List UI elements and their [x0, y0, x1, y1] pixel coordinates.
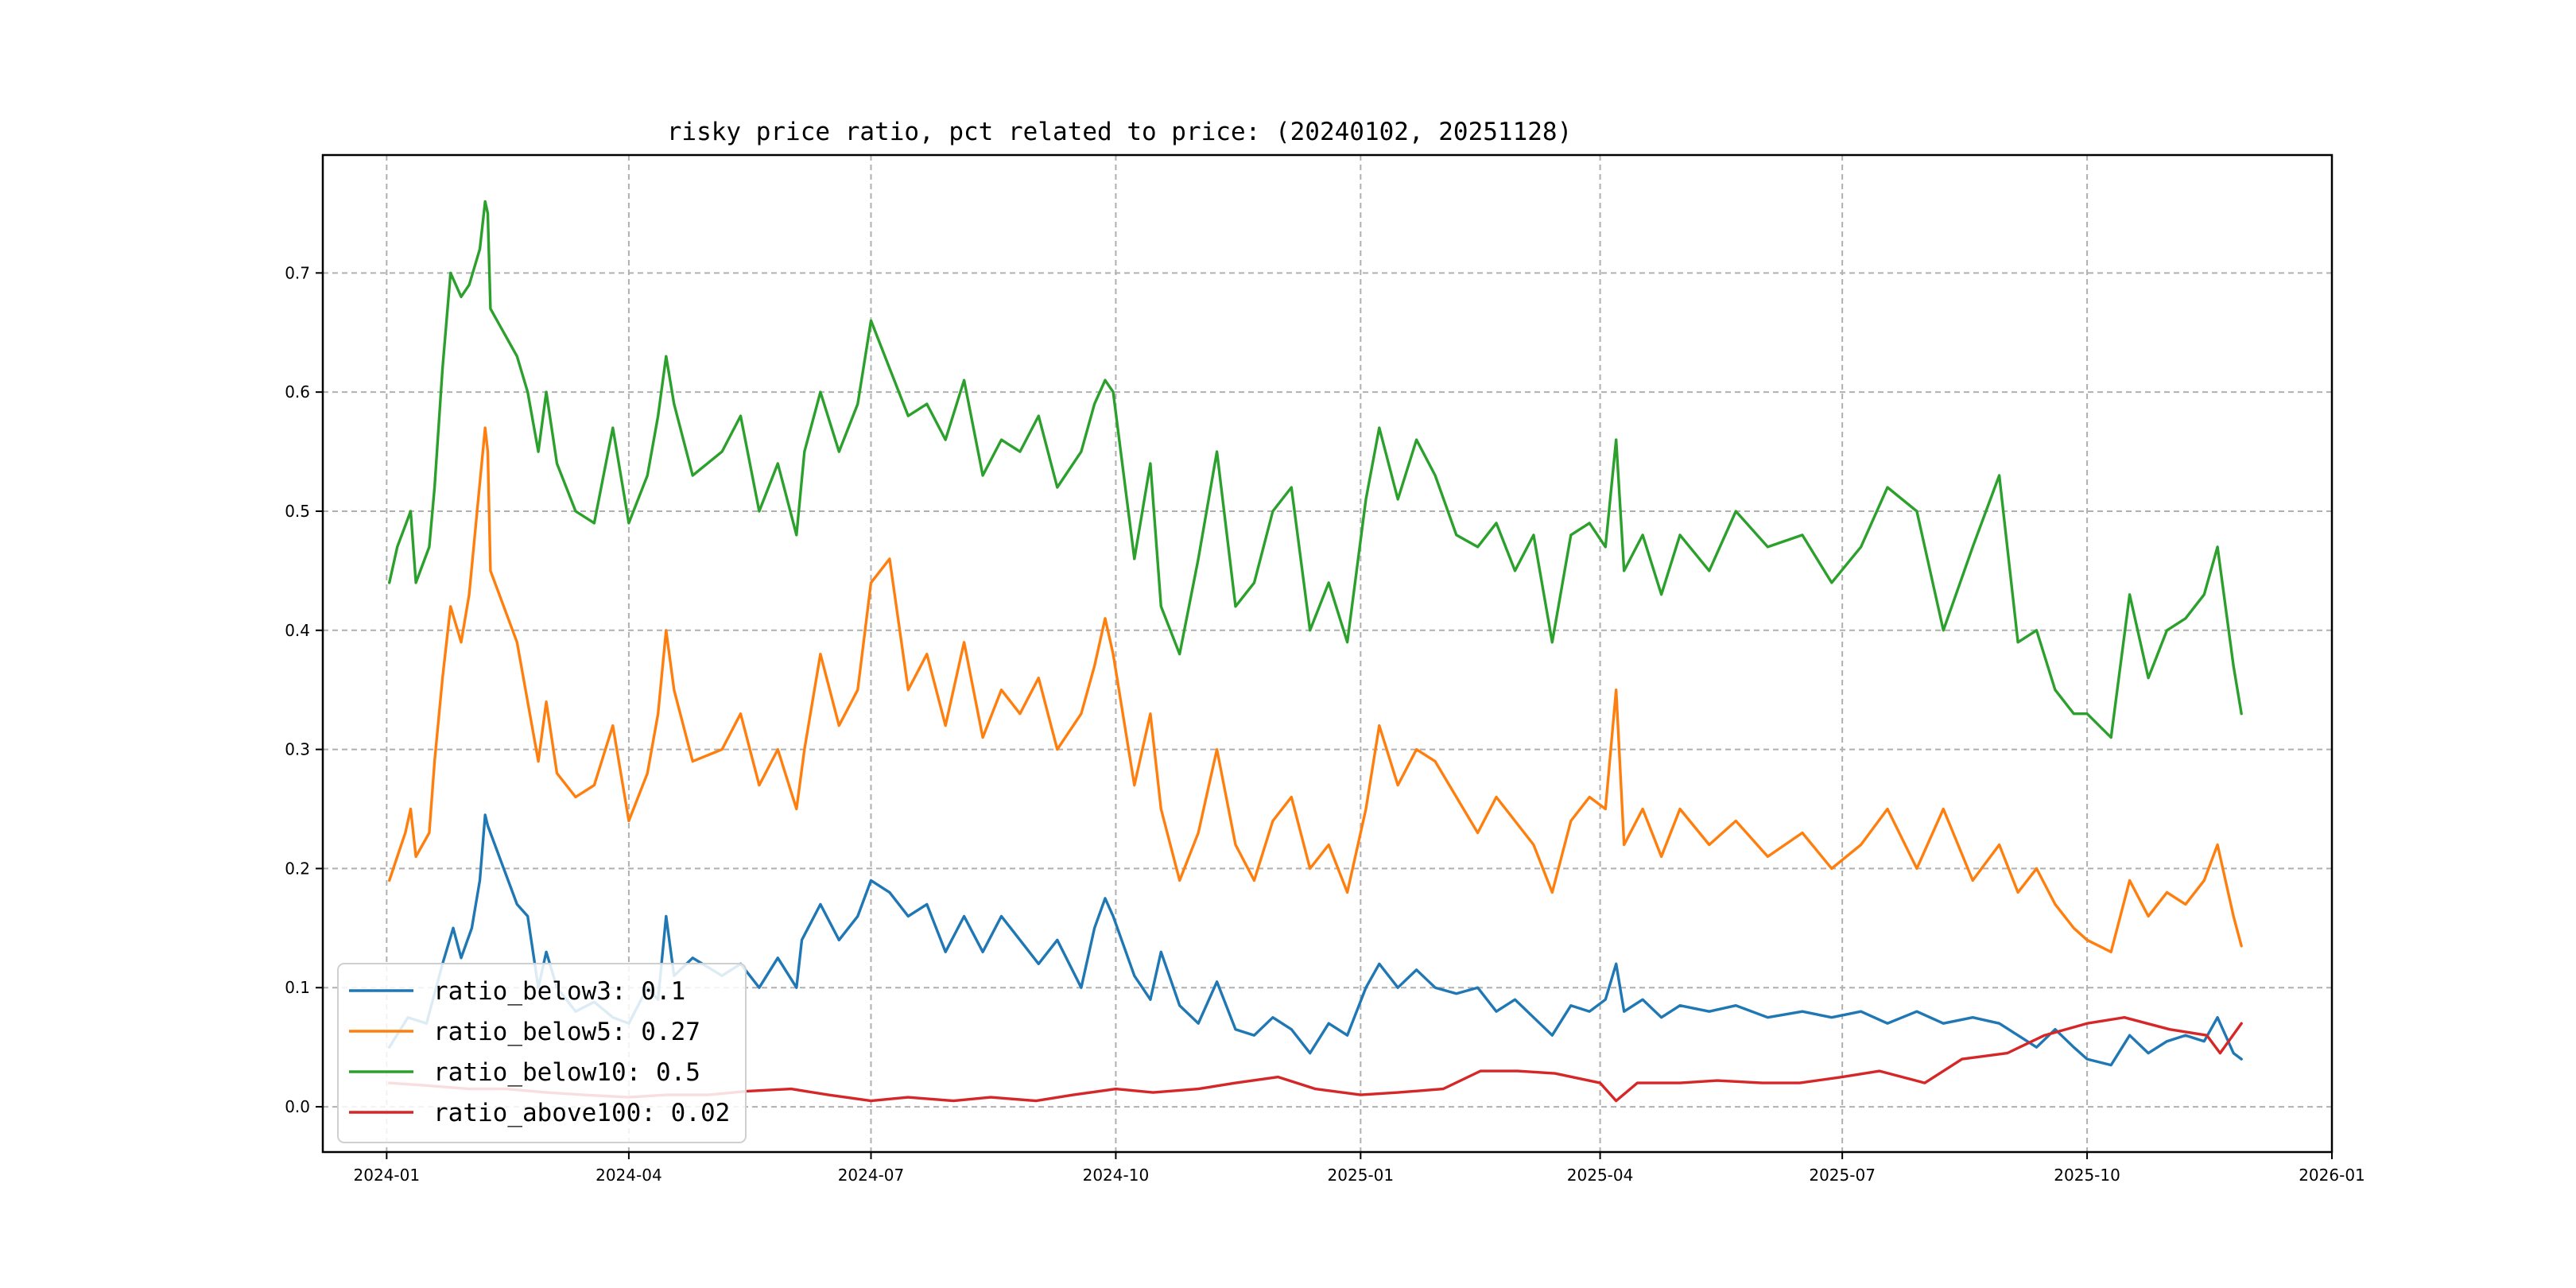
x-tick-label: 2024-07	[838, 1166, 905, 1185]
y-tick-label: 0.7	[285, 263, 310, 282]
series-line-2	[388, 200, 2243, 739]
x-tick-label: 2024-04	[596, 1166, 662, 1185]
x-tick-label: 2025-10	[2054, 1166, 2120, 1185]
y-tick-label: 0.2	[285, 859, 310, 878]
legend-box	[337, 963, 747, 1143]
x-tick-label: 2024-01	[354, 1166, 421, 1185]
legend-label: ratio_above100: 0.02	[433, 1099, 730, 1127]
y-axis: 0.0 0.1 0.2 0.3 0.4 0.5 0.6 0.7	[285, 263, 323, 1116]
y-tick-label: 0.4	[285, 621, 310, 640]
x-tick-label: 2025-07	[1809, 1166, 1876, 1185]
x-tick-label: 2025-04	[1567, 1166, 1634, 1185]
legend-label: ratio_below10: 0.5	[433, 1058, 700, 1087]
plot-frame	[321, 153, 2334, 1154]
chart-title: risky price ratio, pct related to price:…	[667, 118, 1572, 146]
legend-label: ratio_below5: 0.27	[433, 1018, 700, 1046]
series-line-1	[388, 426, 2243, 954]
y-tick-label: 0.5	[285, 502, 310, 521]
y-tick-label: 0.0	[285, 1097, 310, 1116]
x-axis: 2024-01 2024-04 2024-07 2024-10 2025-01 2025-…	[354, 1152, 2365, 1185]
y-tick-label: 0.6	[285, 382, 310, 402]
y-tick-label: 0.3	[285, 740, 310, 759]
legend-label: ratio_below3: 0.1	[433, 977, 685, 1006]
y-tick-label: 0.1	[285, 978, 310, 997]
legend: ratio_below3: 0.1 ratio_below5: 0.27 ratio…	[337, 963, 747, 1143]
x-tick-label: 2026-01	[2299, 1166, 2365, 1185]
x-tick-label: 2024-10	[1083, 1166, 1150, 1185]
x-tick-label: 2025-01	[1328, 1166, 1395, 1185]
